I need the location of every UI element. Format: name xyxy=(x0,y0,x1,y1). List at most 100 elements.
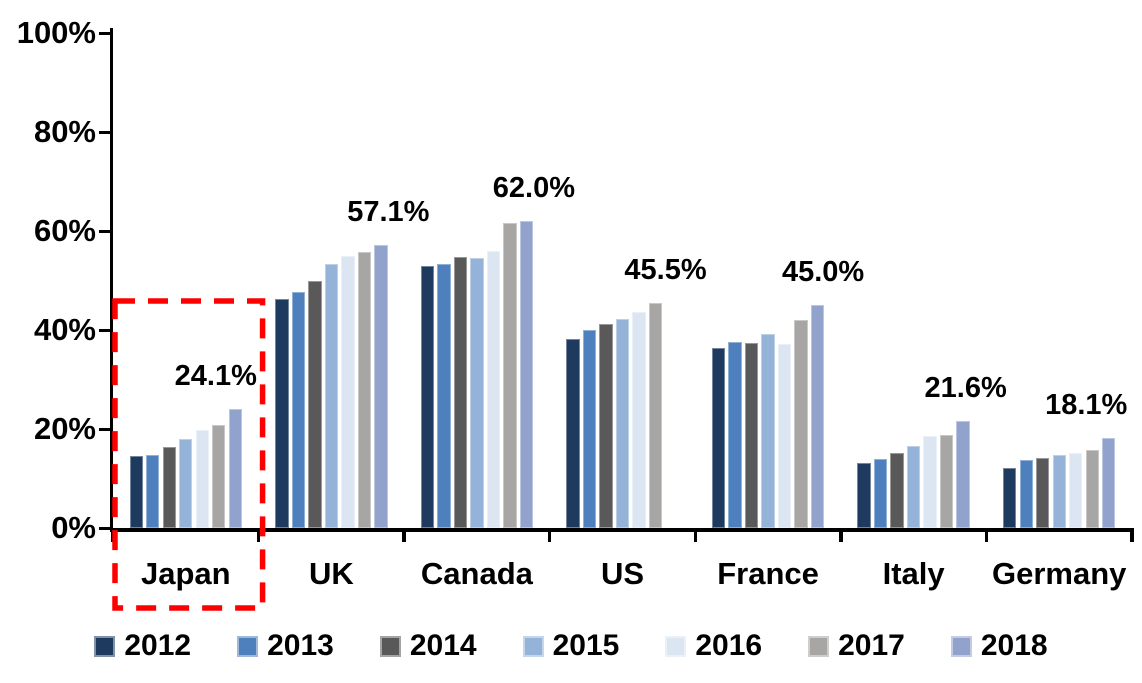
bar-2015-italy xyxy=(906,445,921,528)
bar-2015-france xyxy=(761,333,775,528)
bar-2014-uk xyxy=(308,280,322,528)
bar-2012-france xyxy=(711,347,726,528)
legend-swatch-2017 xyxy=(808,635,830,657)
bar-2015-uk xyxy=(324,264,338,528)
legend-label-2014: 2014 xyxy=(409,629,477,662)
bar-2016-japan xyxy=(195,429,209,528)
legend-label-2012: 2012 xyxy=(124,629,192,662)
bar-2012-canada xyxy=(420,266,435,528)
bar-2018-canada xyxy=(519,221,534,528)
y-tick-mark xyxy=(99,31,113,35)
legend-label-2015: 2015 xyxy=(552,629,620,662)
category-label-france: France xyxy=(717,556,819,591)
bar-2015-germany xyxy=(1052,455,1066,528)
bar-2015-canada xyxy=(470,257,484,528)
value-label-uk: 57.1% xyxy=(347,196,430,229)
legend-item-2012: 2012 xyxy=(94,629,191,663)
y-axis-tick-label: 60% xyxy=(33,213,96,248)
category-label-italy: Italy xyxy=(882,556,945,591)
bar-2018-italy xyxy=(956,421,970,528)
bar-2015-japan xyxy=(179,439,193,528)
x-axis-line xyxy=(109,528,1134,532)
bar-2013-us xyxy=(582,330,597,528)
bar-2017-france xyxy=(794,320,808,528)
value-label-japan: 24.1% xyxy=(174,359,257,392)
bar-2018-germany xyxy=(1102,438,1116,528)
legend-swatch-2015 xyxy=(522,635,544,657)
legend-label-2017: 2017 xyxy=(838,629,905,662)
bar-2013-italy xyxy=(873,459,888,528)
bar-2014-canada xyxy=(453,256,468,528)
bar-2016-italy xyxy=(923,435,937,528)
y-tick-mark xyxy=(99,427,113,431)
x-tick-mark xyxy=(984,528,989,542)
y-tick-mark xyxy=(99,328,113,332)
x-tick-mark xyxy=(256,528,261,542)
bar-2017-japan xyxy=(212,424,226,528)
category-label-us: US xyxy=(600,556,645,591)
bar-2016-uk xyxy=(341,256,355,528)
bar-2014-us xyxy=(599,324,613,528)
bar-2017-italy xyxy=(939,434,954,528)
legend-item-2014: 2014 xyxy=(379,629,477,663)
bar-2015-us xyxy=(615,319,630,528)
value-label-germany: 18.1% xyxy=(1045,389,1128,422)
legend-label-2018: 2018 xyxy=(980,629,1048,662)
y-axis-tick-label: 20% xyxy=(33,411,96,446)
value-label-italy: 21.6% xyxy=(924,372,1007,405)
legend-swatch-2014 xyxy=(379,635,401,657)
bar-2016-canada xyxy=(486,250,501,528)
x-tick-mark xyxy=(693,528,698,542)
value-label-us: 45.5% xyxy=(624,253,707,286)
bar-2013-canada xyxy=(437,264,451,528)
legend: 2012 2013 2014 2015 2016 2017 2018 xyxy=(0,629,1142,663)
bar-2018-france xyxy=(810,305,825,528)
x-tick-mark xyxy=(1130,528,1134,542)
legend-item-2016: 2016 xyxy=(665,629,762,663)
x-tick-mark xyxy=(839,528,843,542)
bar-2017-germany xyxy=(1085,450,1099,528)
bar-2017-canada xyxy=(503,223,517,528)
bar-2012-germany xyxy=(1003,467,1017,528)
category-label-canada: Canada xyxy=(420,556,533,591)
y-tick-mark xyxy=(99,526,113,530)
bar-2014-japan xyxy=(162,446,176,528)
bar-2012-us xyxy=(566,338,580,528)
legend-swatch-2016 xyxy=(665,635,687,657)
bar-2018-japan xyxy=(228,408,242,528)
y-axis-tick-label: 40% xyxy=(33,312,96,347)
bar-2014-france xyxy=(744,342,759,528)
x-tick-mark xyxy=(547,528,552,542)
legend-swatch-2012 xyxy=(94,635,116,657)
bar-2017-us xyxy=(648,302,663,528)
x-tick-mark xyxy=(402,528,406,542)
y-axis-tick-label: 80% xyxy=(33,114,96,149)
category-label-germany: Germany xyxy=(992,556,1127,591)
legend-item-2018: 2018 xyxy=(950,629,1048,663)
bar-2012-uk xyxy=(275,298,289,528)
bar-2014-germany xyxy=(1036,457,1050,528)
x-tick-mark xyxy=(111,528,115,542)
legend-item-2013: 2013 xyxy=(237,629,334,663)
legend-label-2013: 2013 xyxy=(267,629,334,662)
legend-swatch-2013 xyxy=(237,635,259,657)
value-label-canada: 62.0% xyxy=(492,172,576,205)
bar-2012-japan xyxy=(129,456,143,528)
bar-2016-france xyxy=(777,343,792,528)
bar-2016-us xyxy=(632,312,646,528)
bar-2013-germany xyxy=(1019,460,1033,528)
legend-label-2016: 2016 xyxy=(695,629,763,662)
category-label-japan: Japan xyxy=(140,556,231,591)
legend-item-2015: 2015 xyxy=(522,629,620,663)
legend-swatch-2018 xyxy=(950,635,972,657)
bar-2013-france xyxy=(728,341,742,528)
bar-2013-uk xyxy=(291,291,305,528)
bar-2014-italy xyxy=(890,452,904,528)
y-tick-mark xyxy=(99,130,113,134)
y-axis-tick-label: 0% xyxy=(51,510,96,545)
y-axis-line xyxy=(109,28,113,532)
bar-2012-italy xyxy=(857,463,871,528)
category-label-uk: UK xyxy=(308,556,354,591)
bar-2013-japan xyxy=(146,454,160,528)
